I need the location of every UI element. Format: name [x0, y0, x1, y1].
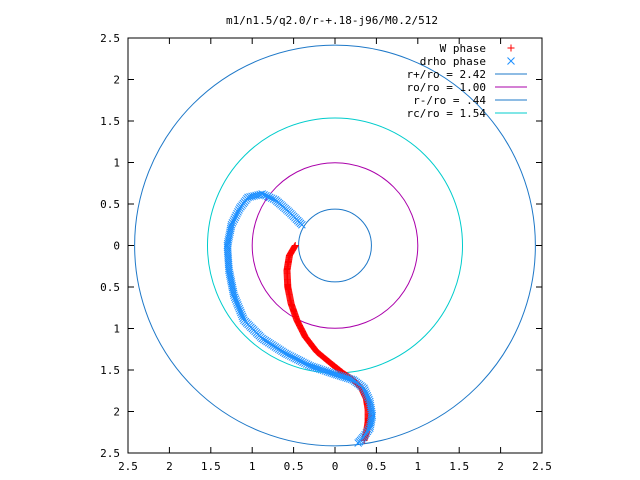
- y-tick-label: 0: [113, 240, 120, 253]
- drho-phase-point: [267, 194, 276, 203]
- x-tick-label: 1: [414, 460, 421, 473]
- x-tick-label: 2.5: [532, 460, 552, 473]
- circle-2: [298, 208, 372, 283]
- drho-phase-point: [239, 314, 248, 323]
- y-tick-label: 2: [113, 74, 120, 87]
- drho-phase-point: [233, 209, 241, 218]
- drho-phase-point: [269, 195, 278, 203]
- legend-label: r+/ro = 2.42: [407, 68, 486, 81]
- x-tick-label: 1.5: [449, 460, 469, 473]
- drho-phase-point: [235, 206, 243, 214]
- y-tick-label: 0.5: [100, 198, 120, 211]
- legend-label: r-/ro = .44: [413, 94, 486, 107]
- drho-phase-point: [234, 207, 242, 216]
- drho-phase-point: [360, 386, 369, 395]
- legend-label: drho phase: [420, 55, 486, 68]
- drho-phase-point: [360, 384, 368, 393]
- y-tick-label: 1: [113, 323, 120, 336]
- drho-phase-point: [363, 391, 372, 400]
- axes-layer: 2.5 2 1.5 1 0.5 0 0.5 1 1.5 2 2.52.521.510.500.511…: [100, 32, 552, 473]
- circle-1: [251, 162, 419, 329]
- x-tick-label: 1.5: [201, 460, 221, 473]
- y-tick-label: 1.5: [100, 364, 120, 377]
- y-tick-label: 1.5: [100, 115, 120, 128]
- drho-phase-point: [265, 193, 274, 202]
- drho-phase-point: [230, 215, 239, 224]
- x-tick-label: 2: [497, 460, 504, 473]
- drho-phase-point: [271, 195, 280, 204]
- x-tick-label: 0.5: [366, 460, 386, 473]
- drho-phase-point: [231, 213, 240, 222]
- circle-3: [206, 117, 464, 374]
- drho-phase-point: [362, 390, 371, 398]
- drho-phase-point: [235, 204, 244, 213]
- x-tick-label: 2.5: [118, 460, 138, 473]
- legend-plus-marker: [507, 44, 515, 52]
- x-tick-label: 2: [166, 460, 173, 473]
- drho-phase-point: [263, 192, 272, 201]
- drho-phase-point: [229, 217, 238, 225]
- drho-phase-point: [361, 388, 370, 396]
- y-tick-label: 1: [113, 157, 120, 170]
- x-tick-label: 1: [249, 460, 256, 473]
- points-layer: [223, 190, 377, 447]
- circle-0: [134, 44, 536, 447]
- y-tick-label: 2.5: [100, 32, 120, 45]
- legend-label: W phase: [440, 42, 486, 55]
- chart-title: m1/n1.5/q2.0/r-+.18-j96/M0.2/512: [226, 14, 438, 27]
- drho-phase-point: [354, 439, 363, 447]
- y-tick-label: 2.5: [100, 447, 120, 460]
- y-tick-label: 0.5: [100, 281, 120, 294]
- y-tick-label: 2: [113, 406, 120, 419]
- drho-phase-point: [364, 393, 372, 402]
- legend-x-marker: [507, 57, 515, 65]
- legend-label: ro/ro = 1.00: [407, 81, 486, 94]
- legend-label: rc/ro = 1.54: [407, 107, 487, 120]
- drho-phase-point: [232, 211, 240, 220]
- x-tick-label: 0: [332, 460, 339, 473]
- x-tick-label: 0.5: [284, 460, 304, 473]
